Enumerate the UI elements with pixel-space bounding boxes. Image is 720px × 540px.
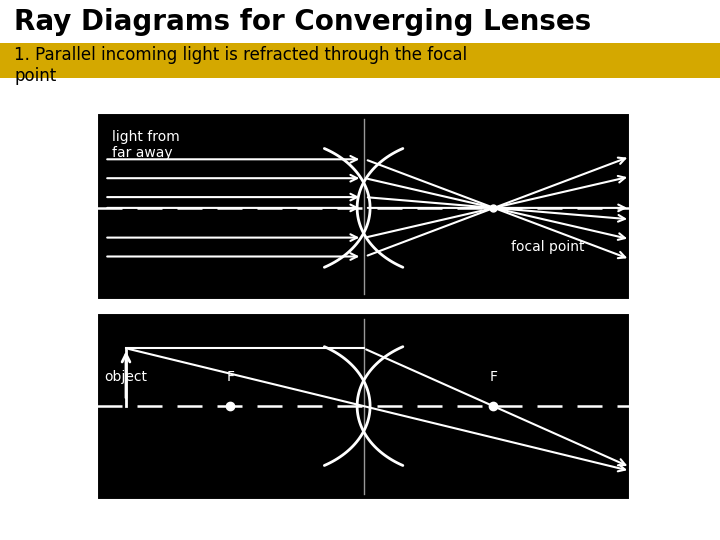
Text: F: F [489, 370, 498, 384]
Bar [97, 113, 630, 300]
Bar [97, 313, 630, 500]
Text: object: object [104, 370, 148, 384]
Text: Ray Diagrams for Converging Lenses: Ray Diagrams for Converging Lenses [14, 8, 592, 36]
Text: 1. Parallel incoming light is refracted through the focal
point: 1. Parallel incoming light is refracted … [14, 46, 467, 85]
Text: focal point: focal point [511, 240, 585, 254]
Text: light from
far away: light from far away [112, 130, 179, 160]
Text: F: F [226, 370, 235, 384]
FancyBboxPatch shape [0, 43, 720, 78]
